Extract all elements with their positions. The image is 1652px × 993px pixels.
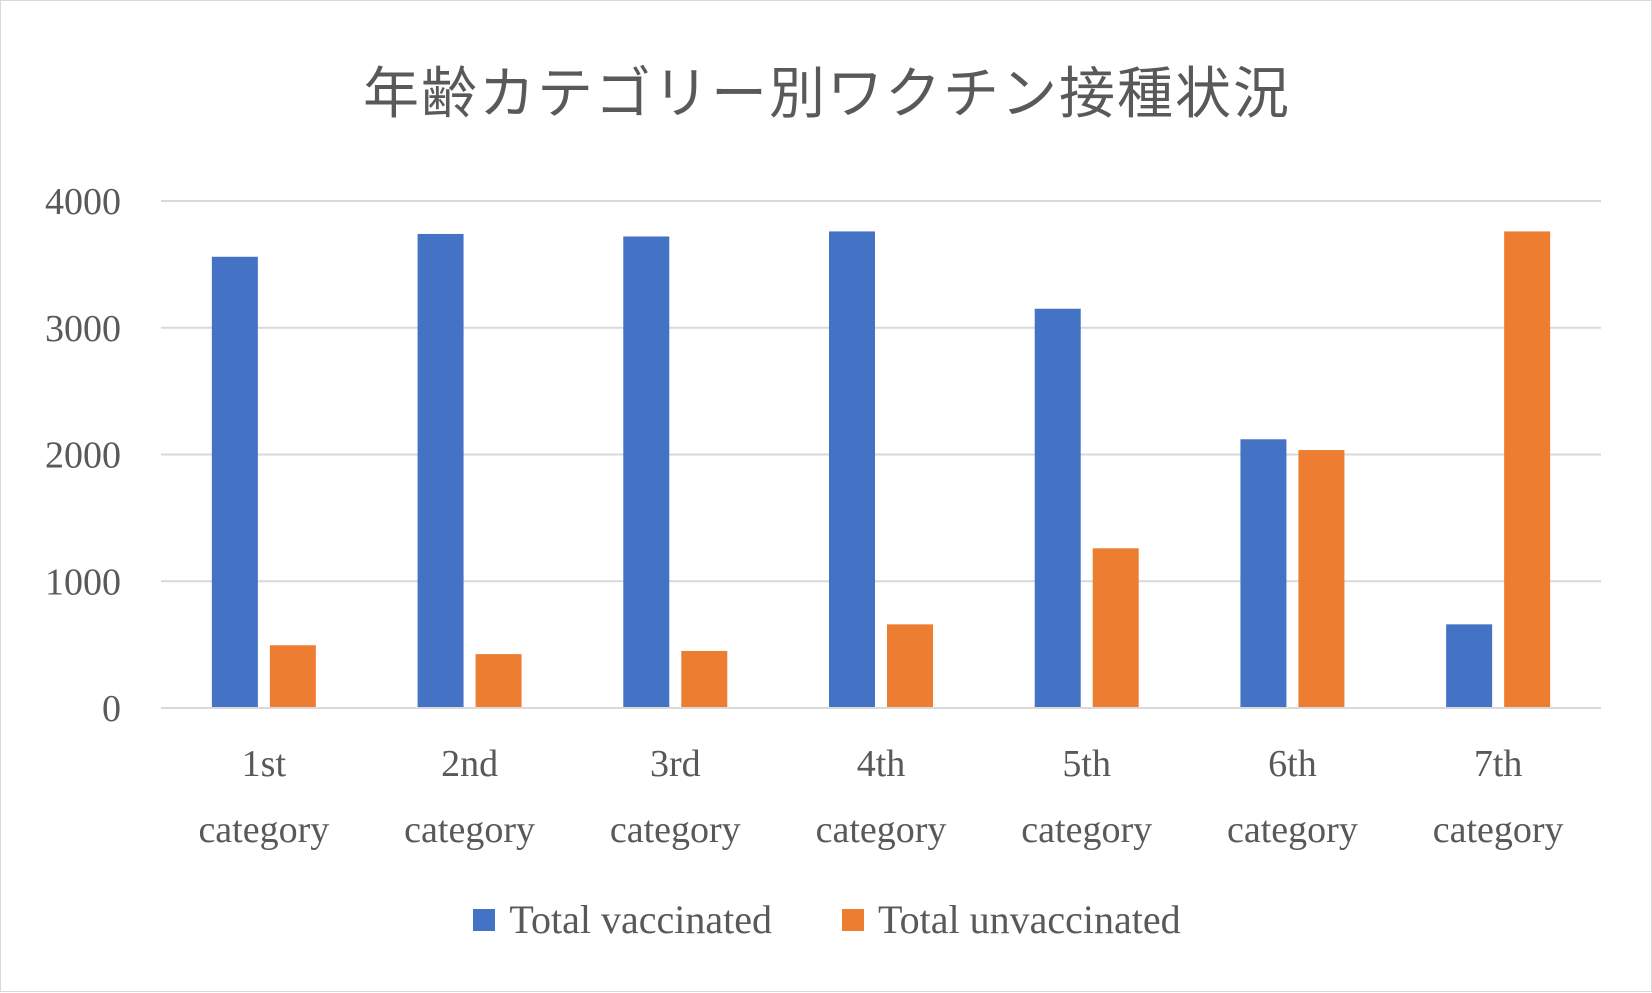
bar-unvaccinated (1504, 231, 1551, 709)
x-tick-label: 3rd category (610, 743, 741, 851)
x-tick-label-line: category (404, 809, 535, 851)
legend-swatch-unvaccinated (842, 908, 864, 931)
bar-unvaccinated (475, 654, 522, 708)
bar-vaccinated (417, 233, 464, 708)
x-tick-label-line: 6th (1268, 743, 1317, 785)
legend: Total vaccinated Total unvaccinated (1, 896, 1652, 943)
legend-item-unvaccinated: Total unvaccinated (842, 896, 1181, 943)
x-tick-label-line: 2nd (441, 743, 498, 785)
bar-vaccinated (1240, 439, 1287, 708)
bar-unvaccinated (887, 624, 933, 708)
x-tick-label-line: 4th (857, 743, 906, 785)
x-tick-label: 7th category (1433, 743, 1564, 851)
x-tick-label-line: category (1021, 809, 1152, 851)
y-tick-label: 1000 (45, 561, 121, 603)
bar-vaccinated (211, 256, 258, 708)
x-tick-label-line: category (816, 809, 947, 851)
chart-title: 年齢カテゴリー別ワクチン接種状況 (363, 62, 1291, 127)
x-tick-label-line: category (198, 809, 329, 851)
x-tick-label: 2nd category (404, 743, 535, 851)
bar-unvaccinated (269, 645, 316, 708)
x-tick-label-line: category (610, 809, 741, 851)
bar-unvaccinated (681, 650, 728, 708)
x-tick-label-line: category (1227, 809, 1358, 851)
x-tick-label-line: 7th (1474, 743, 1523, 785)
y-tick-label: 2000 (45, 435, 121, 477)
x-tick-label: 4th category (816, 743, 947, 851)
bar-unvaccinated (1298, 450, 1345, 708)
x-tick-label-line: category (1433, 809, 1564, 851)
bar-vaccinated (1446, 624, 1493, 708)
bar-unvaccinated (1092, 548, 1139, 708)
y-tick-label: 3000 (45, 308, 121, 350)
bar-vaccinated (623, 236, 670, 709)
x-tick-label: 5th category (1021, 743, 1152, 851)
y-tick-label: 4000 (45, 181, 121, 223)
x-tick-label-line: 5th (1062, 743, 1111, 785)
bar-vaccinated (829, 231, 875, 709)
x-tick-label-line: 1st (242, 743, 287, 785)
bar-vaccinated (1034, 308, 1081, 708)
legend-label-vaccinated: Total vaccinated (509, 897, 772, 942)
legend-label-unvaccinated: Total unvaccinated (878, 897, 1181, 942)
x-tick-label-line: 3rd (650, 743, 701, 785)
legend-item-vaccinated: Total vaccinated (473, 896, 772, 943)
legend-swatch-vaccinated (473, 908, 496, 931)
x-tick-label: 1st category (198, 743, 329, 851)
y-tick-label: 0 (102, 688, 121, 730)
x-tick-label: 6th category (1227, 743, 1358, 851)
